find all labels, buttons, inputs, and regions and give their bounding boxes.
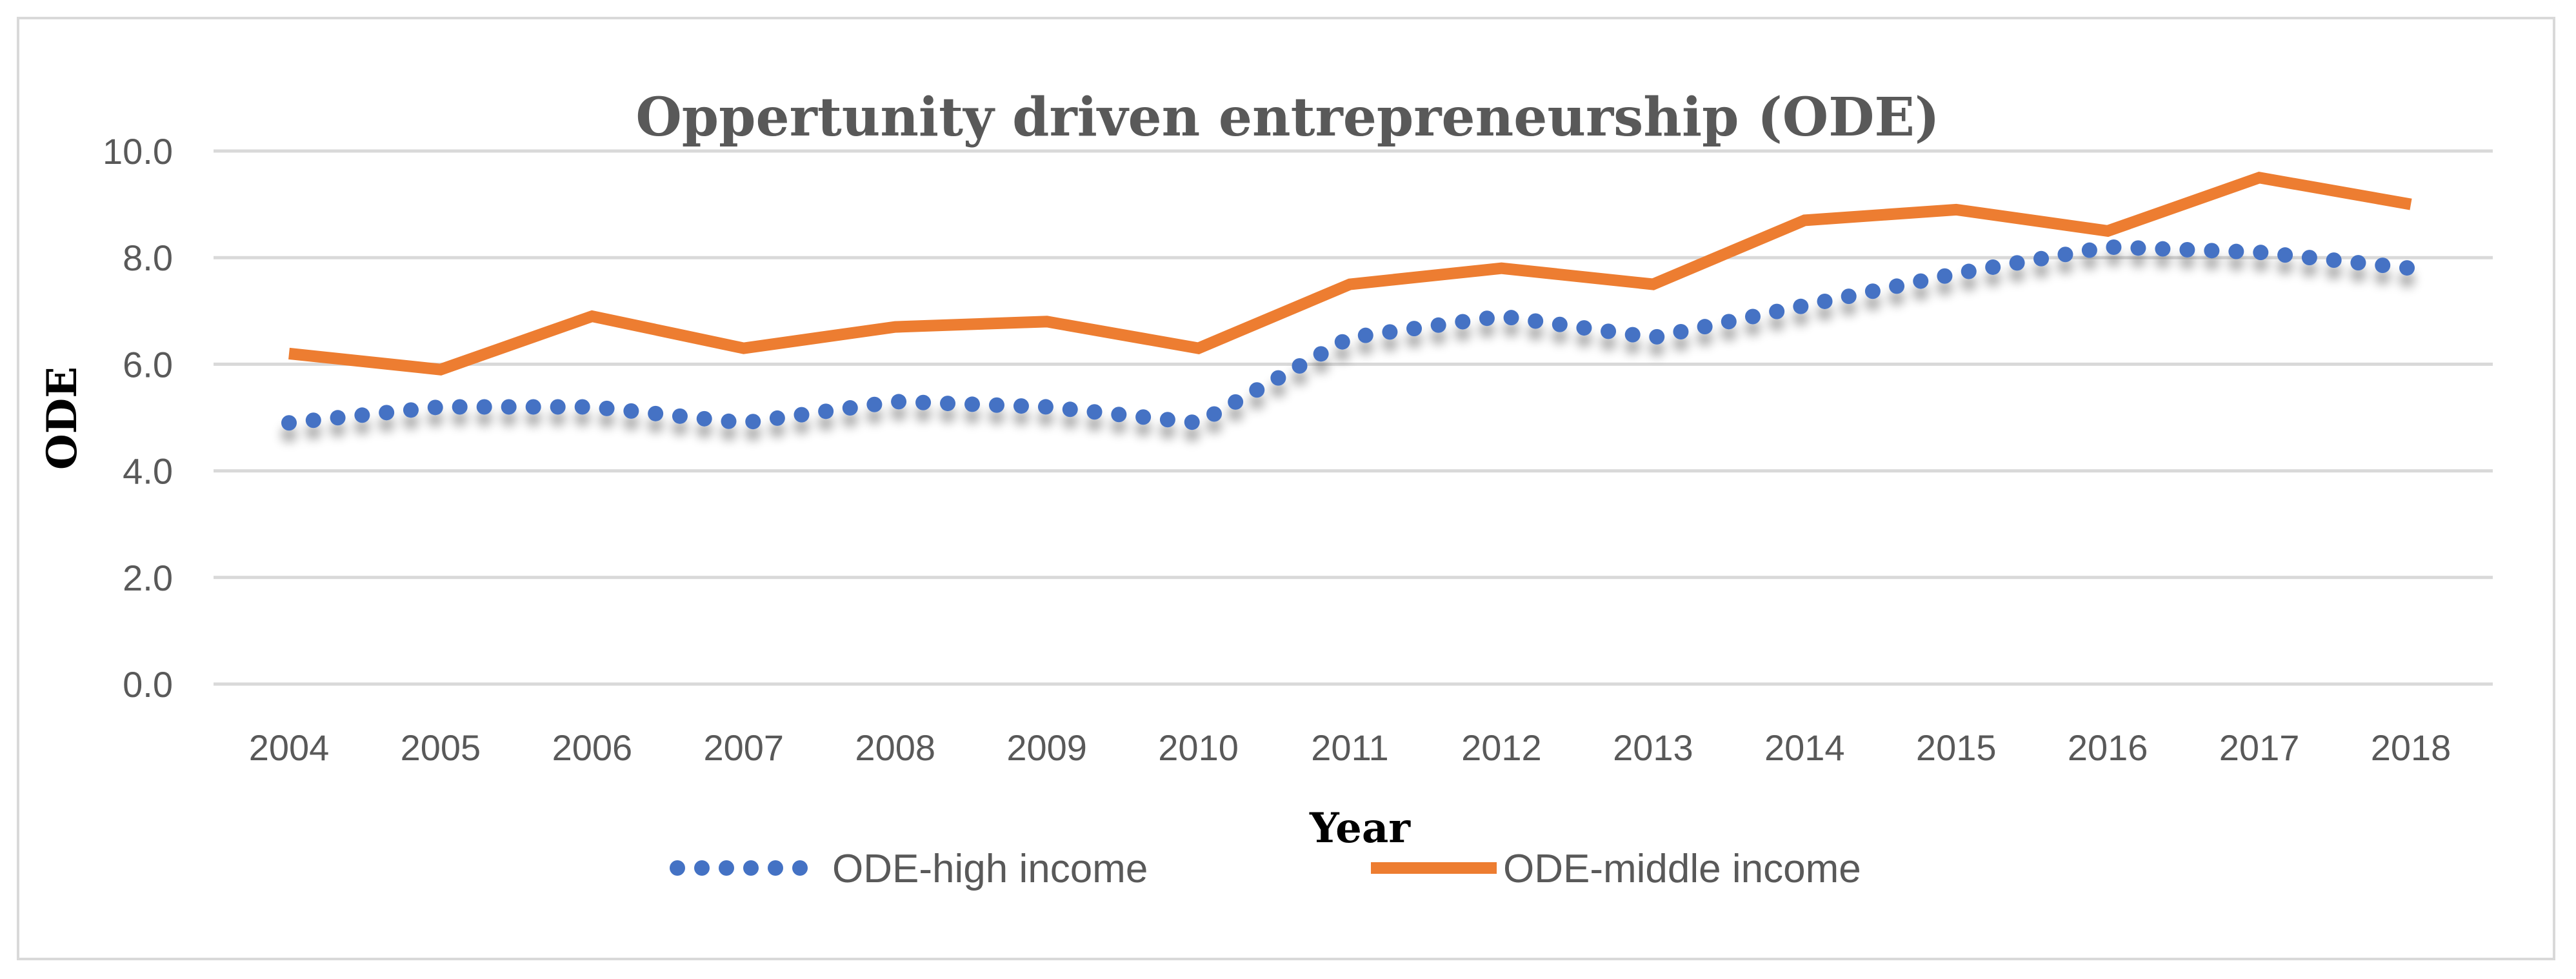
x-tick-label: 2015: [1916, 727, 1997, 768]
x-tick-label: 2004: [249, 727, 330, 768]
legend-label-middle-income: ODE-middle income: [1503, 847, 1861, 891]
x-tick-label: 2010: [1158, 727, 1239, 768]
x-tick-label: 2005: [401, 727, 481, 768]
y-tick-label: 10.0: [103, 131, 173, 172]
x-tick-label: 2014: [1764, 727, 1845, 768]
x-tick-label: 2008: [855, 727, 935, 768]
y-tick-label: 2.0: [123, 558, 173, 598]
x-tick-label: 2006: [552, 727, 633, 768]
y-axis-label: ODE: [38, 367, 86, 470]
chart-title: Oppertunity driven entrepreneurship (ODE…: [635, 86, 1939, 148]
y-tick-label: 8.0: [123, 237, 173, 278]
x-tick-label: 2007: [703, 727, 784, 768]
x-tick-label: 2011: [1311, 727, 1388, 768]
x-tick-label: 2013: [1613, 727, 1693, 768]
y-tick-label: 6.0: [123, 344, 173, 385]
series-line-high-income: [281, 239, 2419, 431]
x-axis-label: Year: [1309, 804, 1411, 853]
x-tick-label: 2017: [2219, 727, 2300, 768]
y-tick-label: 4.0: [123, 451, 173, 492]
series-line-middle-income: [288, 172, 2412, 376]
y-tick-label: 0.0: [123, 664, 173, 705]
chart-frame: [17, 17, 2555, 960]
x-tick-label: 2009: [1006, 727, 1087, 768]
x-tick-label: 2016: [2068, 727, 2148, 768]
legend: ODE-high income ODE-middle income: [670, 847, 1861, 891]
x-tick-label: 2012: [1461, 727, 1542, 768]
x-tick-label: 2018: [2371, 727, 2451, 768]
legend-label-high-income: ODE-high income: [832, 847, 1148, 891]
